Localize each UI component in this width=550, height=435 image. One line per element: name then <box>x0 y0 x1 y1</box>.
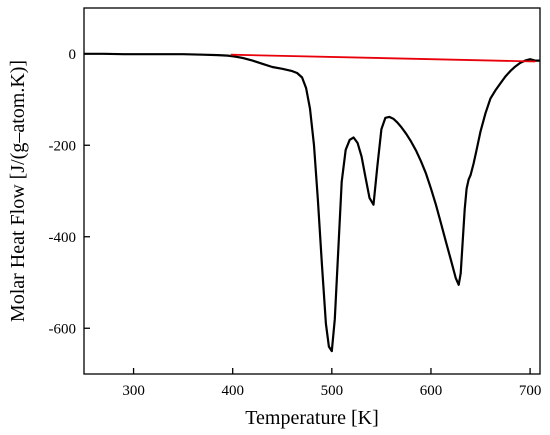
plot-frame <box>83 7 541 375</box>
y-axis-title: Molar Heat Flow [J/(g–atom.K)] <box>7 60 29 322</box>
x-tick-label: 300 <box>122 383 145 399</box>
x-tick-label: 400 <box>221 383 244 399</box>
x-tick-label: 500 <box>321 383 344 399</box>
plot-area <box>83 7 541 375</box>
series-line-2 <box>230 53 536 63</box>
x-axis: 300 400 500 600 700 <box>122 368 541 399</box>
y-tick-label: 0 <box>69 47 77 63</box>
x-tick-label: 600 <box>420 383 443 399</box>
series-group <box>84 52 540 353</box>
series-line-1 <box>84 52 540 353</box>
x-tick-label: 700 <box>519 383 542 399</box>
y-tick-label: -400 <box>49 230 77 246</box>
y-axis: 0 -200 -400 -600 <box>49 47 90 337</box>
y-tick-label: -200 <box>49 138 77 154</box>
x-axis-title: Temperature [K] <box>245 407 379 429</box>
y-tick-label: -600 <box>49 321 77 337</box>
